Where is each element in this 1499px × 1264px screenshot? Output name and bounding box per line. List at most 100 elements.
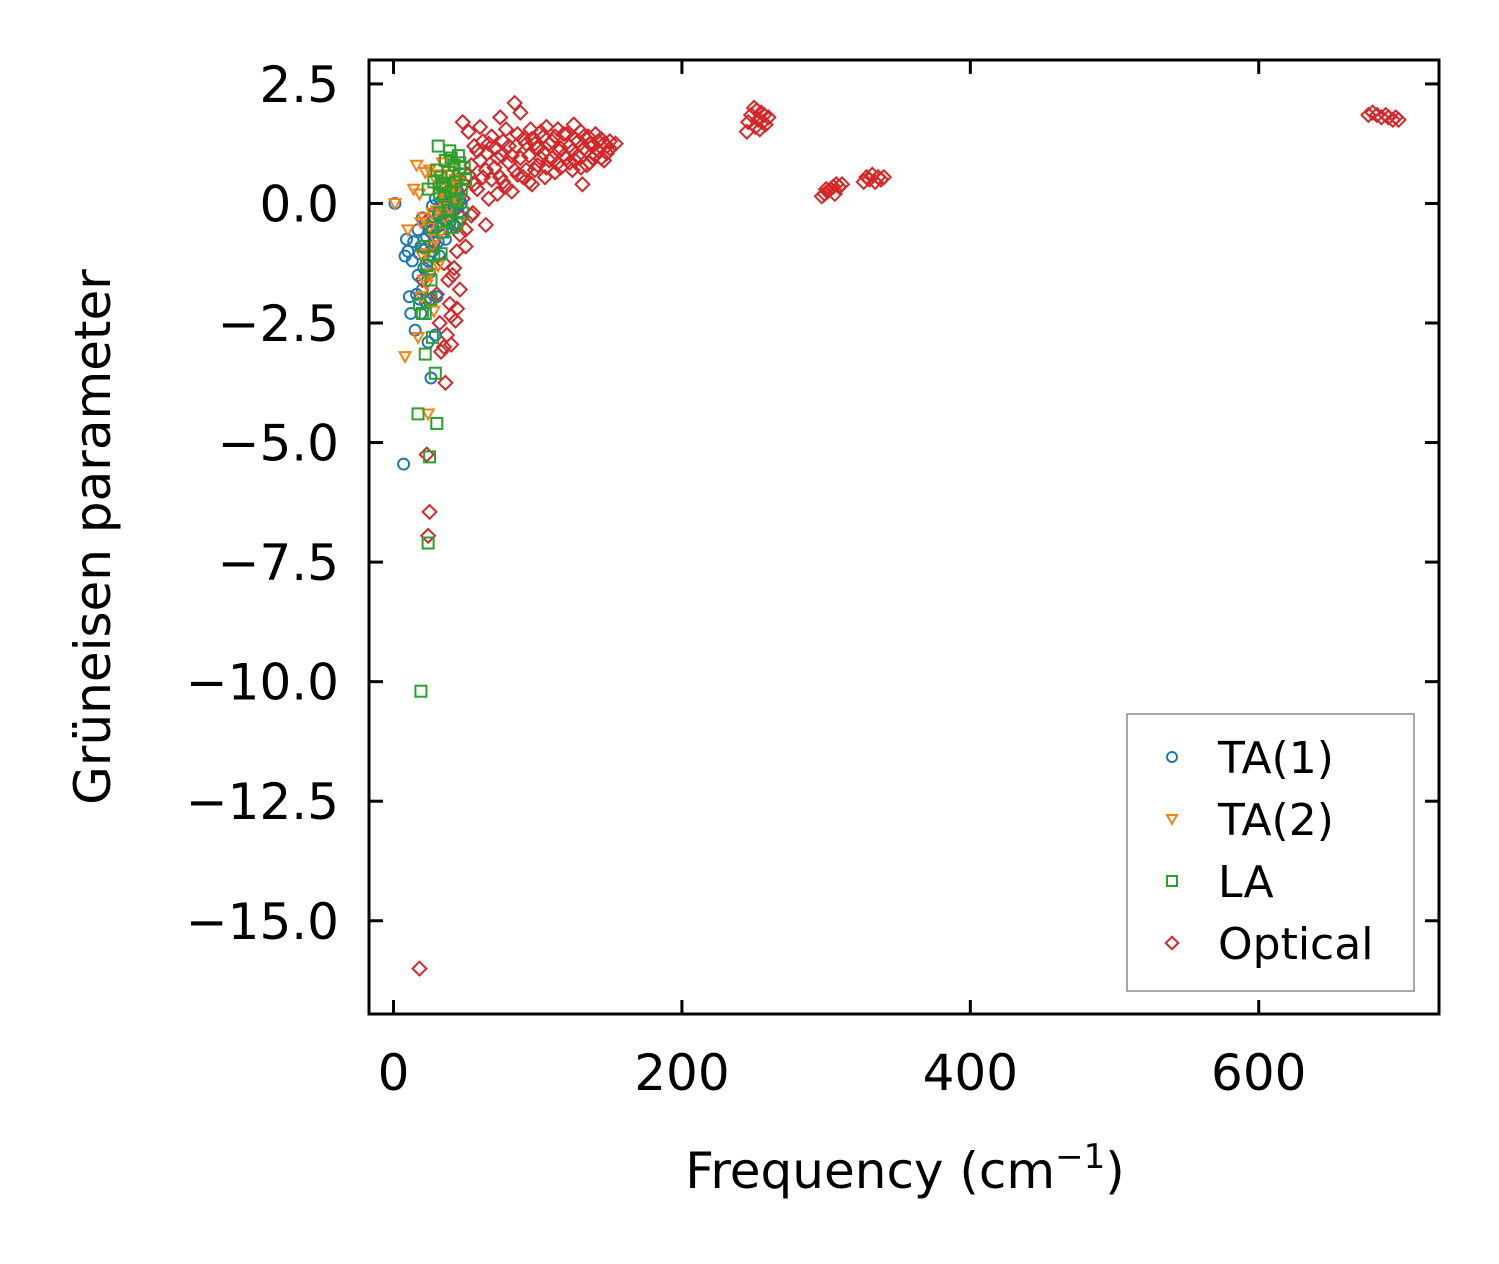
data-point (558, 125, 575, 143)
data-point (421, 503, 438, 521)
data-point (454, 182, 468, 196)
y-tick-label: −2.5 (218, 295, 339, 353)
data-point (520, 173, 538, 191)
y-tick-label: −15.0 (186, 893, 339, 951)
data-point (569, 133, 587, 150)
data-point (833, 176, 851, 193)
data-point (424, 292, 438, 306)
data-point (552, 140, 570, 157)
data-point (760, 109, 777, 126)
data-point (538, 159, 555, 176)
data-point (453, 156, 467, 170)
data-point (450, 216, 464, 230)
x-tick-label: 200 (634, 1044, 729, 1102)
data-point (598, 144, 616, 162)
data-point (491, 168, 509, 186)
legend-label: Optical (1218, 919, 1373, 970)
data-point (503, 147, 521, 164)
series-la (411, 139, 473, 698)
data-point (855, 173, 872, 191)
data-point (434, 247, 448, 261)
data-point (471, 152, 489, 169)
data-point (440, 271, 457, 289)
data-point (433, 206, 447, 220)
data-point (448, 242, 466, 260)
legend-item: LA (1166, 857, 1274, 908)
data-point (517, 135, 535, 152)
data-point (574, 176, 591, 193)
data-point (457, 238, 474, 255)
data-point (397, 457, 411, 471)
data-point (1380, 109, 1397, 126)
data-point (1390, 111, 1407, 129)
data-point (435, 338, 453, 356)
data-point (460, 123, 477, 141)
data-point (875, 168, 893, 186)
y-axis-label: Grüneisen parameter (64, 269, 122, 805)
data-point (447, 192, 461, 206)
data-point (497, 178, 515, 196)
data-point (411, 960, 428, 977)
x-axis-label: Frequency (cm−1) (685, 1137, 1125, 1200)
data-point (506, 161, 523, 179)
data-point (826, 185, 844, 203)
data-point (428, 233, 443, 247)
x-tick-label: 600 (1211, 1044, 1306, 1102)
data-point (465, 176, 483, 193)
data-point (520, 147, 538, 164)
data-point (491, 109, 509, 126)
data-point (430, 416, 444, 430)
legend-label: TA(2) (1217, 795, 1334, 846)
data-point (410, 331, 426, 345)
data-point (561, 154, 578, 172)
data-point (459, 173, 473, 187)
legend: TA(1) TA(2) LA Optical (1126, 713, 1415, 992)
x-tick-label: 400 (923, 1044, 1018, 1102)
data-point (418, 446, 435, 463)
data-point (420, 259, 434, 273)
data-point (408, 323, 422, 337)
data-point (397, 351, 413, 365)
data-point (503, 183, 521, 200)
legend-marker (1166, 875, 1178, 887)
data-point (601, 140, 619, 157)
data-point (438, 232, 452, 246)
series-optical (411, 94, 1407, 977)
data-point (555, 125, 572, 143)
ticks-layer: 0 200 400 600 2.5 0.0 −2.5 −5.0 −7.5 −10.0 −12.5 −1… (186, 56, 1439, 1102)
data-point (414, 684, 428, 698)
legend-marker (1166, 751, 1178, 763)
data-point (477, 161, 495, 179)
data-point (399, 232, 413, 246)
y-tick-label: −10.0 (186, 654, 339, 712)
data-point (575, 128, 593, 145)
data-point (489, 149, 506, 167)
data-point (445, 259, 463, 277)
data-point (592, 149, 610, 167)
y-tick-label: −7.5 (218, 534, 339, 592)
legend-item: Optical (1164, 919, 1373, 970)
data-point (1364, 104, 1381, 121)
y-tick-label: −5.0 (218, 415, 339, 473)
data-point (417, 232, 431, 246)
data-point (409, 159, 424, 173)
legend-marker (1164, 935, 1180, 951)
data-point (434, 170, 448, 184)
legend-label: LA (1218, 857, 1274, 908)
data-point (471, 118, 489, 136)
data-point (418, 347, 432, 361)
data-point (405, 254, 419, 268)
data-point (522, 121, 539, 138)
data-point (418, 306, 432, 320)
data-point (817, 180, 835, 198)
data-point (411, 407, 425, 421)
data-point (416, 274, 431, 288)
data-point (509, 125, 526, 143)
data-point (419, 527, 437, 545)
data-point (413, 291, 429, 305)
data-point (451, 281, 469, 298)
data-points-layer (387, 94, 1407, 977)
data-point (428, 328, 442, 342)
data-point (425, 207, 440, 221)
data-point (431, 314, 448, 332)
